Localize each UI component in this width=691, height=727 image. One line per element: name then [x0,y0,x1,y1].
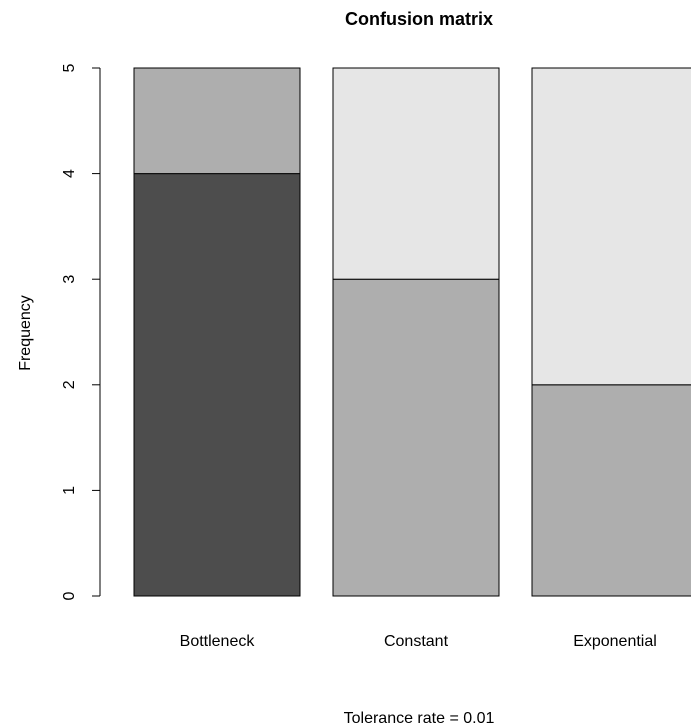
category-labels: Bottleneck Constant Exponential [180,633,657,650]
y-tick-label: 3 [61,275,78,284]
bar-segment-exponential-2 [531,384,691,597]
y-tick-label: 0 [61,591,78,600]
y-tick-label: 5 [61,63,78,72]
category-label: Exponential [573,633,657,650]
bar-segment-exponential-3 [531,67,691,386]
category-label: Bottleneck [180,633,256,650]
y-tick-label: 4 [61,169,78,178]
chart-title: Confusion matrix [345,9,493,29]
bar-segment-bottleneck-1 [133,173,301,597]
chart-caption: Tolerance rate = 0.01 [344,710,495,727]
bar-segment-constant-2 [332,278,500,597]
y-axis: 0 1 2 3 4 5 [61,63,101,600]
y-axis-label: Frequency [17,295,34,371]
bar-segment-constant-3 [332,67,500,280]
y-tick-label: 2 [61,380,78,389]
bar-segment-bottleneck-2 [133,67,301,175]
bars [133,67,691,597]
y-tick-label: 1 [61,486,78,495]
category-label: Constant [384,633,449,650]
